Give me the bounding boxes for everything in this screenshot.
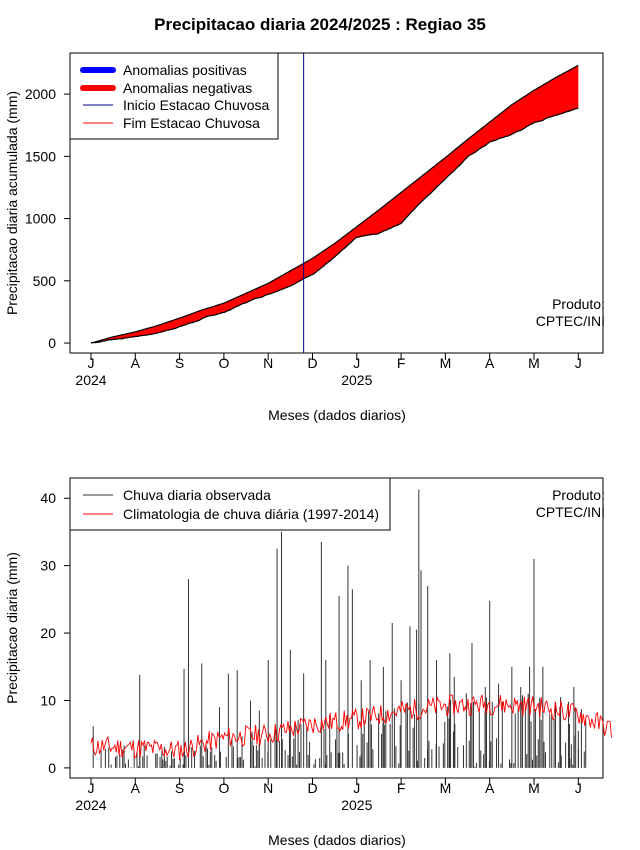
y-tick-label-1: 1500 [25, 148, 56, 164]
x-tick-label-1: N [263, 355, 273, 371]
product-annotation: Produto: [552, 296, 605, 312]
y-tick-label-1: 2000 [25, 86, 56, 102]
x-tick-label-2: J [353, 780, 360, 796]
product-annotation: CPTEC/INI [536, 313, 605, 329]
y-axis-label-1: Precipitacao diaria acumulada (mm) [4, 91, 20, 315]
x-tick-label-1: A [485, 355, 495, 371]
x-tick-label-2: N [263, 780, 273, 796]
x-tick-label-2: F [397, 780, 406, 796]
legend-box-2 [69, 477, 391, 531]
x-tick-label-2: J [575, 780, 582, 796]
x-tick-label-1: J [575, 355, 582, 371]
y-tick-label-1: 0 [48, 335, 56, 351]
legend-label-2: Chuva diaria observada [123, 487, 271, 503]
year-label-2: 2024 [75, 797, 106, 813]
x-tick-label-1: J [353, 355, 360, 371]
year-label-1: 2024 [75, 372, 106, 388]
x-axis-label-1: Meses (dados diarios) [268, 407, 406, 423]
legend-label-1: Inicio Estacao Chuvosa [123, 97, 270, 113]
x-tick-label-1: A [131, 355, 141, 371]
x-tick-label-1: S [175, 355, 184, 371]
x-tick-label-2: A [485, 780, 495, 796]
x-tick-label-1: F [397, 355, 406, 371]
product-annotation: Produto: [552, 487, 605, 503]
year-label-1: 2025 [341, 372, 372, 388]
x-tick-label-2: J [88, 780, 95, 796]
y-tick-label-1: 1000 [25, 211, 56, 227]
year-label-2: 2025 [341, 797, 372, 813]
x-tick-label-1: O [218, 355, 229, 371]
legend-label-1: Fim Estacao Chuvosa [123, 115, 260, 131]
product-annotation: CPTEC/INI [536, 504, 605, 520]
y-tick-label-2: 40 [40, 490, 56, 506]
y-tick-label-2: 0 [48, 760, 56, 776]
x-tick-label-1: D [307, 355, 317, 371]
legend-box-1 [69, 52, 279, 140]
legend-label-1: Anomalias negativas [123, 80, 252, 96]
x-tick-label-2: A [131, 780, 141, 796]
x-tick-label-1: M [440, 355, 452, 371]
y-tick-label-2: 20 [40, 625, 56, 641]
climatology-daily-line [90, 694, 612, 761]
y-tick-label-1: 500 [33, 273, 57, 289]
plot-frame-1 [69, 52, 604, 354]
y-tick-label-2: 10 [40, 692, 56, 708]
legend-label-2: Climatologia de chuva diária (1997-2014) [123, 506, 379, 522]
x-tick-label-2: S [175, 780, 184, 796]
x-tick-label-1: J [88, 355, 95, 371]
x-tick-label-2: O [218, 780, 229, 796]
x-tick-label-2: M [440, 780, 452, 796]
x-tick-label-1: M [528, 355, 540, 371]
y-axis-label-2: Precipitacao diaria (mm) [4, 552, 20, 704]
x-tick-label-2: M [528, 780, 540, 796]
y-tick-label-2: 30 [40, 558, 56, 574]
observed-accumulated-line [90, 107, 579, 344]
chart-title: Precipitacao diaria 2024/2025 : Regiao 3… [154, 15, 486, 34]
x-tick-label-2: D [307, 780, 317, 796]
x-axis-label-2: Meses (dados diarios) [268, 832, 406, 848]
legend-label-1: Anomalias positivas [123, 62, 247, 78]
climatology-accumulated-line [90, 64, 579, 344]
